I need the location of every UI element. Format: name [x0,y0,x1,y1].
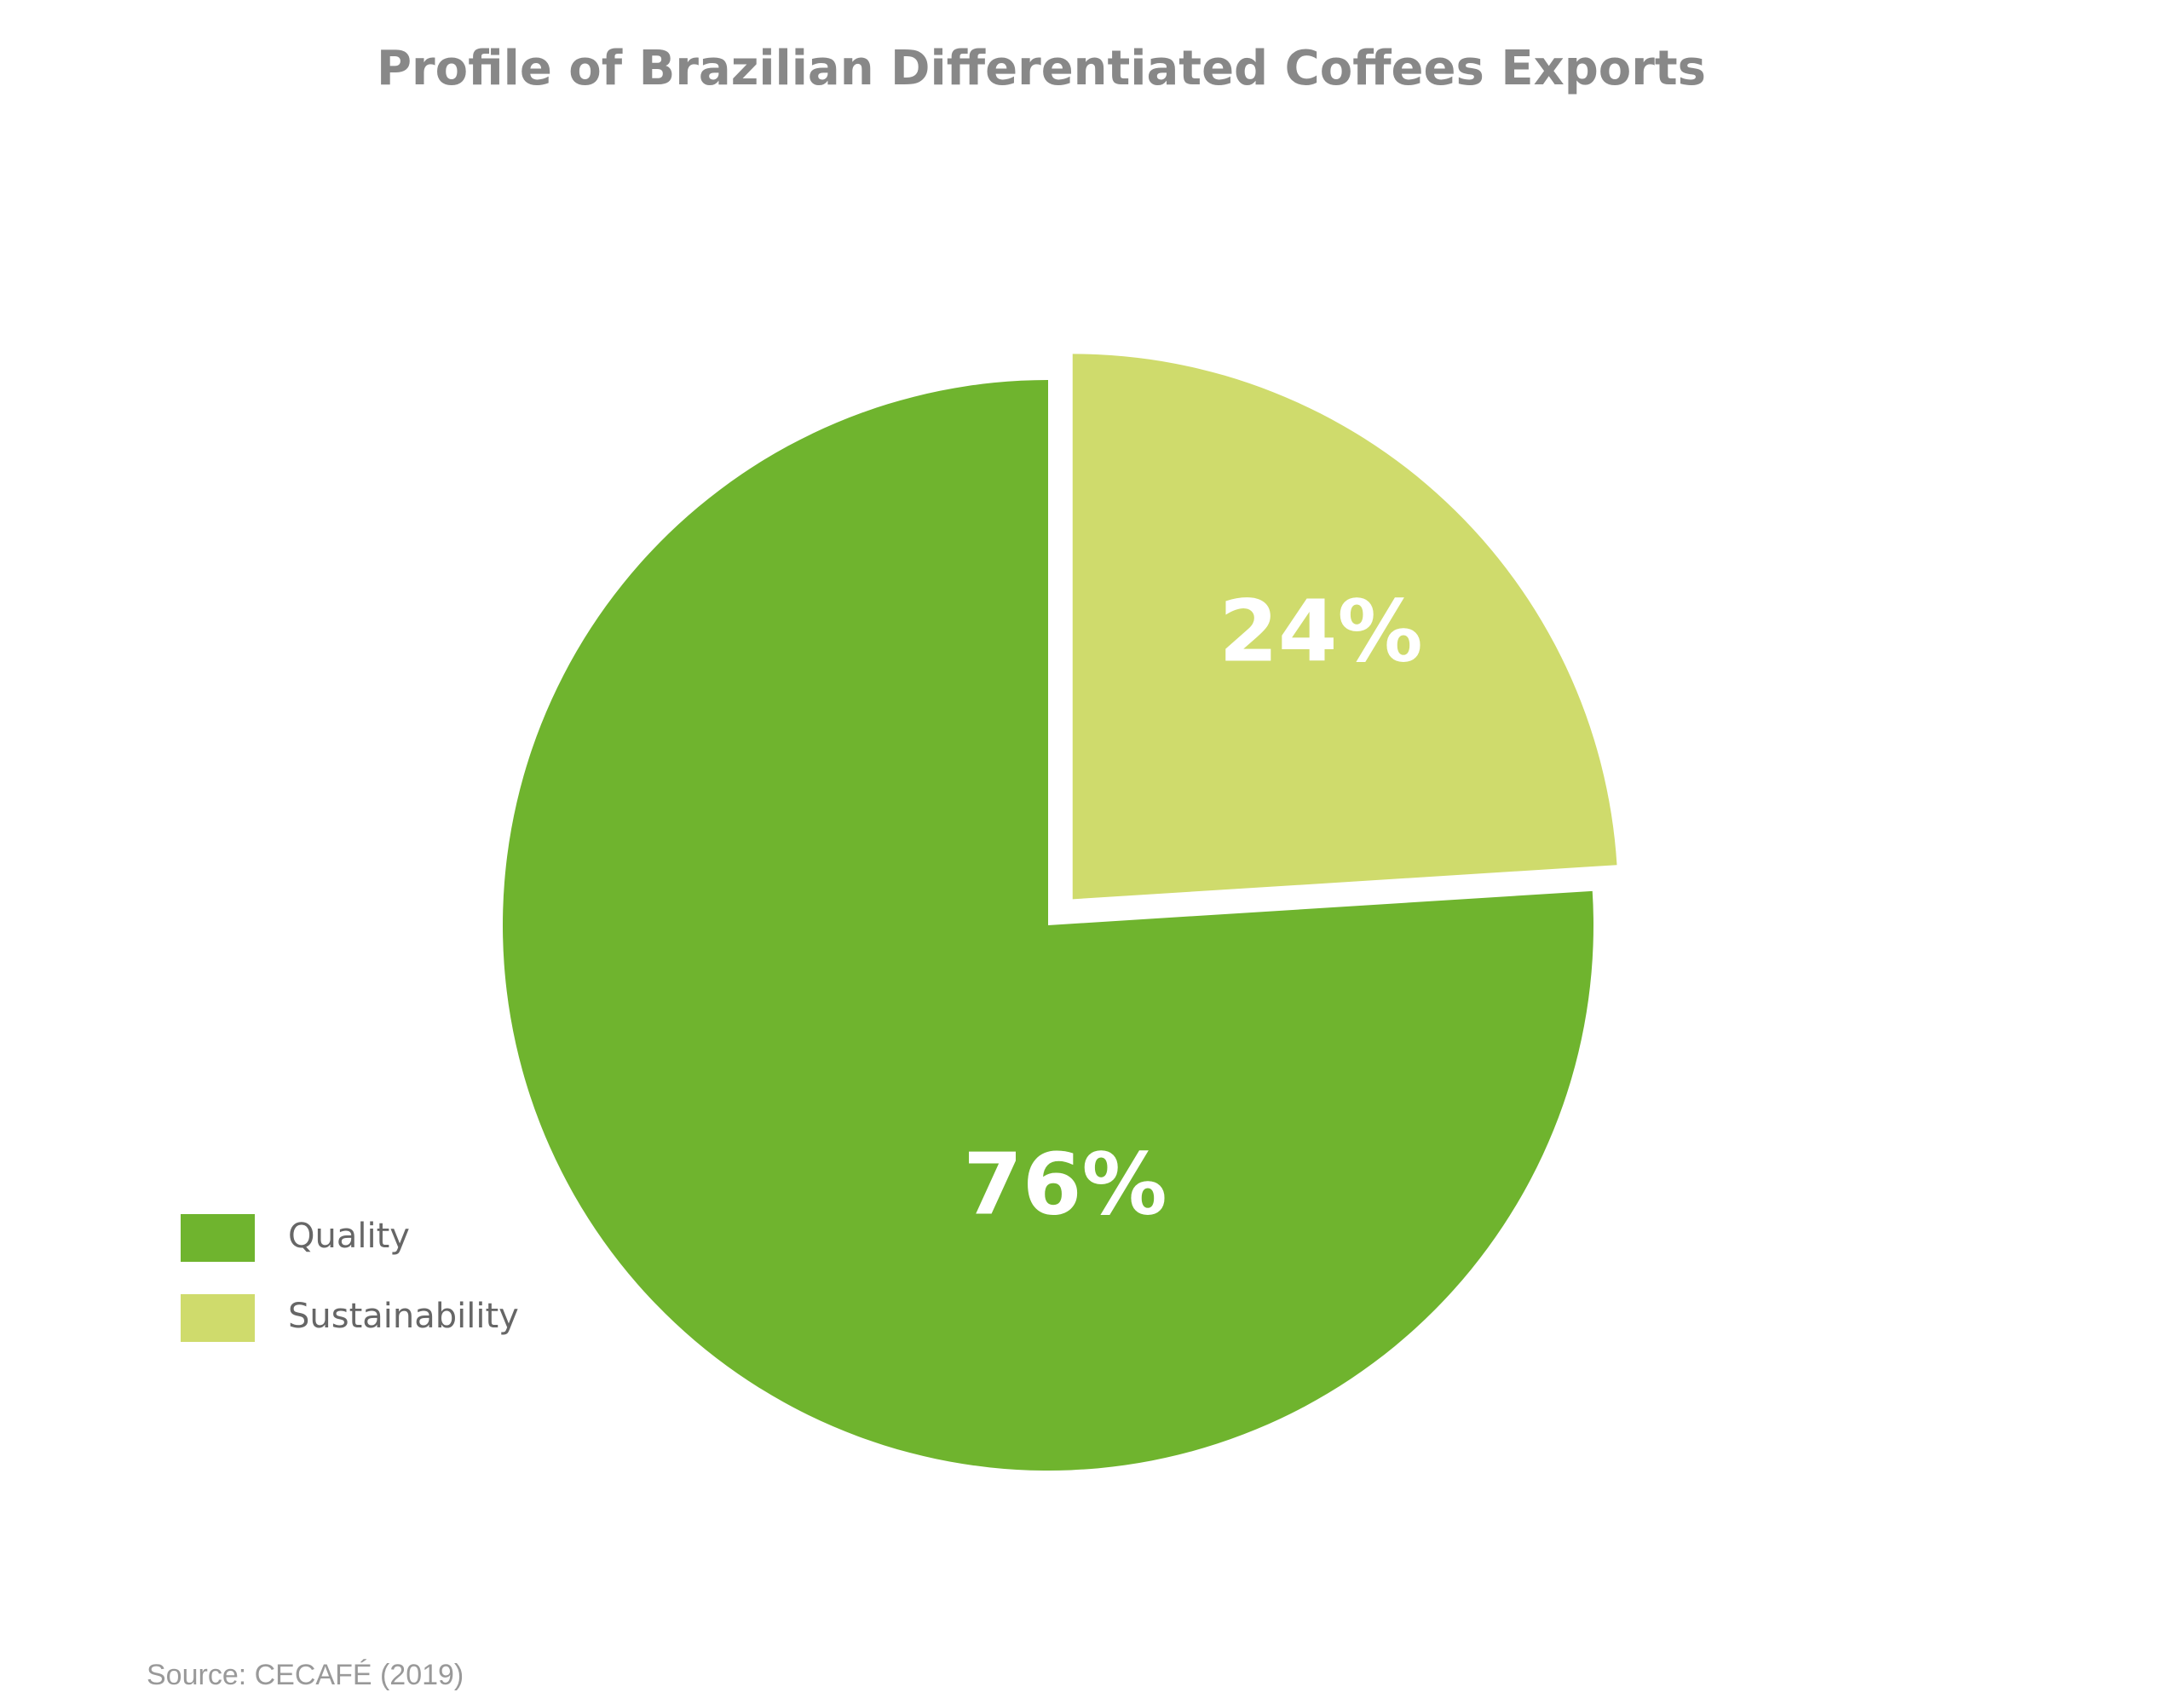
data-label: 24% [1219,581,1422,681]
legend-label: Sustainability [288,1297,519,1336]
legend-label: Quality [288,1217,410,1256]
legend-swatch [181,1294,255,1342]
pie-slice [503,380,1593,1471]
legend-swatch [181,1214,255,1262]
source-note: Source: CECAFÉ (2019) [147,1659,464,1691]
pie-slice [1072,354,1617,900]
data-label: 76% [963,1134,1167,1234]
chart-title: Profile of Brazilian Differentiated Coff… [377,41,1706,96]
